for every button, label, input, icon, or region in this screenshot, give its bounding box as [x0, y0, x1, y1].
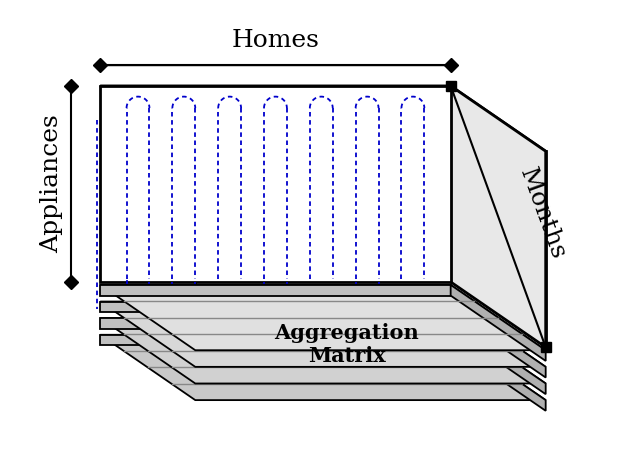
Text: Homes: Homes [232, 29, 319, 52]
Polygon shape [451, 285, 546, 361]
Polygon shape [100, 335, 451, 345]
Polygon shape [100, 285, 451, 295]
Text: Appliances: Appliances [40, 115, 63, 253]
Polygon shape [100, 318, 546, 383]
Polygon shape [451, 318, 546, 394]
Polygon shape [100, 86, 451, 282]
Polygon shape [195, 151, 546, 347]
Polygon shape [100, 302, 546, 367]
Polygon shape [100, 285, 546, 350]
Polygon shape [451, 335, 546, 411]
Polygon shape [100, 86, 546, 151]
Text: Months: Months [515, 165, 569, 262]
Polygon shape [451, 86, 546, 347]
Polygon shape [100, 335, 546, 400]
Polygon shape [100, 302, 451, 312]
Polygon shape [100, 318, 451, 329]
Text: Aggregation
Matrix: Aggregation Matrix [275, 322, 419, 366]
Polygon shape [451, 302, 546, 377]
